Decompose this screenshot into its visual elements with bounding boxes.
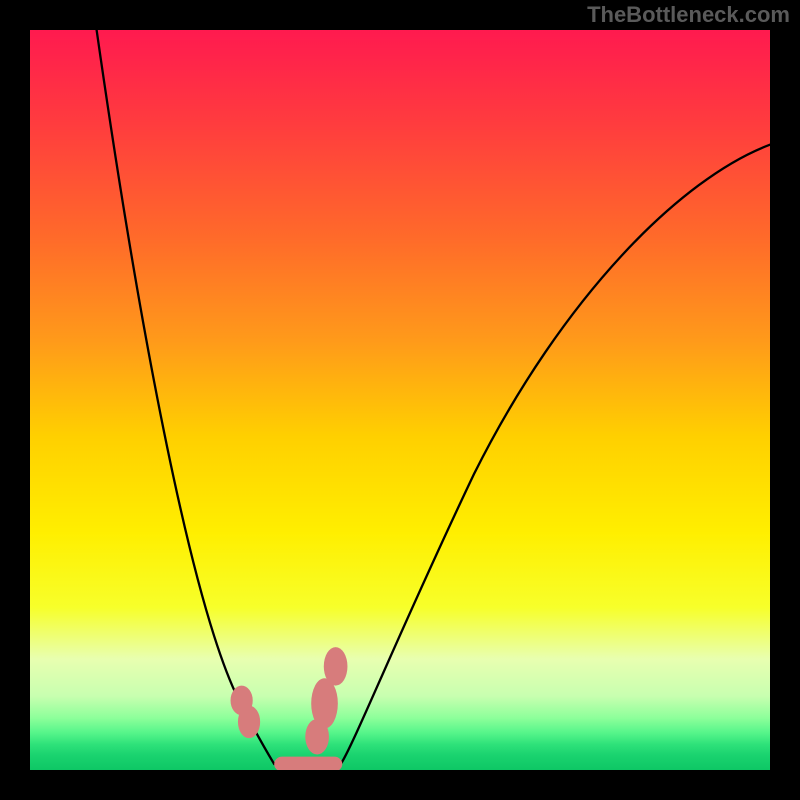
bottleneck-chart	[30, 30, 770, 770]
chart-container: TheBottleneck.com	[0, 0, 800, 800]
watermark-text: TheBottleneck.com	[587, 2, 790, 28]
marker-blob	[238, 706, 260, 739]
plot-area	[30, 30, 770, 770]
marker-bar	[274, 757, 342, 770]
gradient-background	[30, 30, 770, 770]
marker-blob	[305, 719, 329, 755]
